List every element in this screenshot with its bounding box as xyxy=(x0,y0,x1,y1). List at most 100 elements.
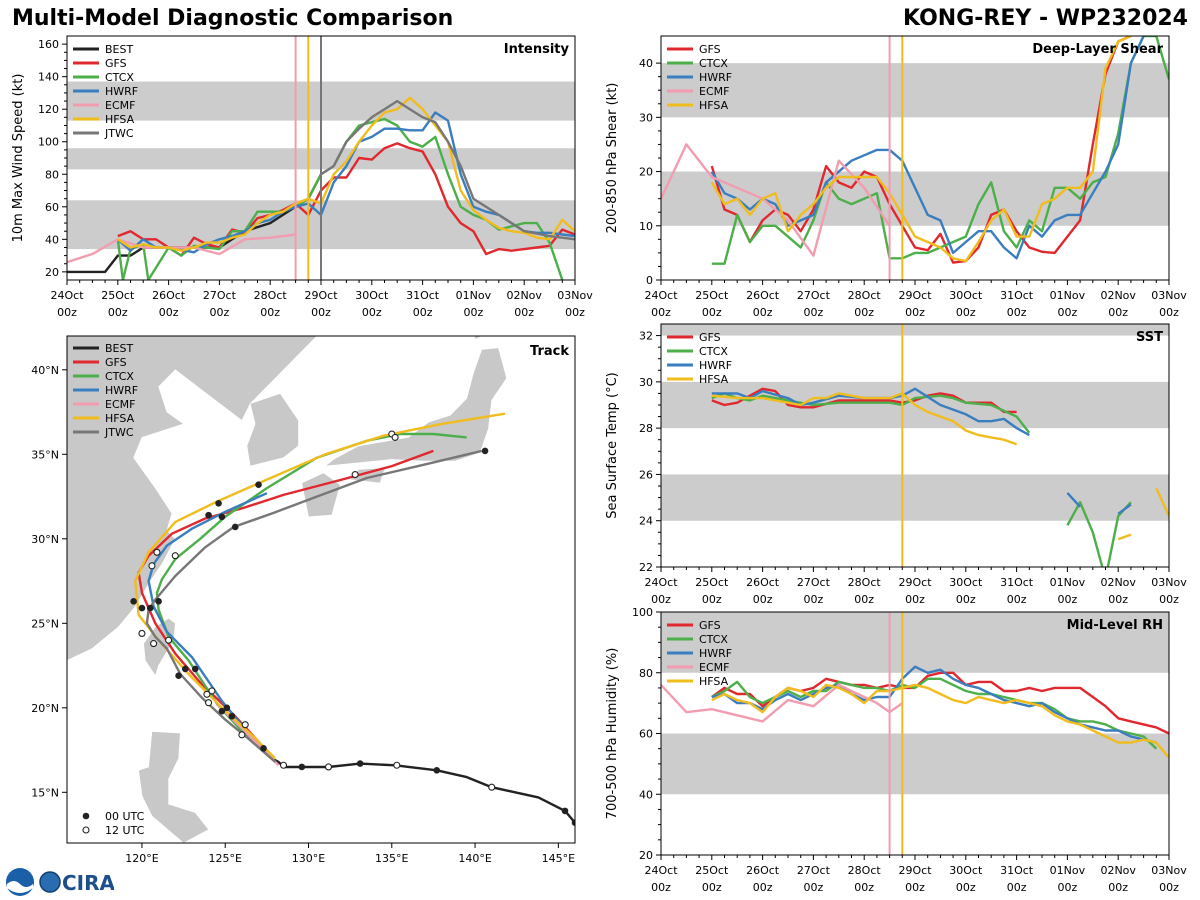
y-tick-label: 160 xyxy=(38,38,59,51)
legend-label-jtwc: JTWC xyxy=(104,426,134,439)
track-title: Track xyxy=(530,344,569,359)
track-point-00utc xyxy=(215,500,222,507)
shaded-band xyxy=(661,733,1169,795)
legend-label-ecmf: ECMF xyxy=(699,85,729,98)
y-tick-label: 32 xyxy=(639,330,653,343)
x-tick-date: 28Oct xyxy=(848,289,882,302)
legend-dot-00utc xyxy=(82,812,90,820)
shaded-band xyxy=(661,612,1169,673)
y-tick-label: 100 xyxy=(38,136,59,149)
track-point-12utc xyxy=(171,552,179,560)
lon-tick-label: 140°E xyxy=(458,852,491,865)
legend-label-ctcx: CTCX xyxy=(105,71,134,84)
x-tick-hour: 00z xyxy=(702,593,722,606)
luzon-land xyxy=(138,731,210,843)
track-point-12utc xyxy=(241,721,249,729)
intensity-title: Intensity xyxy=(504,42,570,57)
x-tick-hour: 00z xyxy=(210,306,230,319)
legend-label-hfsa: HFSA xyxy=(105,412,135,425)
legend-label-best: BEST xyxy=(105,43,133,56)
x-tick-date: 03Nov xyxy=(1151,864,1187,877)
track-point-00utc xyxy=(231,523,239,531)
sst-series-hfsa xyxy=(711,392,1169,541)
x-tick-hour: 00z xyxy=(651,593,671,606)
lat-tick-label: 35°N xyxy=(31,448,59,461)
x-tick-date: 27Oct xyxy=(203,289,237,302)
x-tick-date: 01Nov xyxy=(1050,864,1086,877)
x-tick-hour: 00z xyxy=(1108,593,1128,606)
x-tick-hour: 00z xyxy=(651,306,671,319)
track-series-jtwc xyxy=(145,449,482,763)
track-point-12utc xyxy=(324,763,333,771)
x-tick-hour: 00z xyxy=(1007,593,1027,606)
x-tick-hour: 00z xyxy=(1159,881,1179,894)
track-point-12utc xyxy=(391,433,399,441)
track-point-12utc xyxy=(238,731,246,739)
shaded-band xyxy=(661,324,1169,336)
x-tick-date: 24Oct xyxy=(644,576,678,589)
legend-label-ctcx: CTCX xyxy=(699,633,728,646)
x-tick-hour: 00z xyxy=(311,306,331,319)
honshu-land xyxy=(324,347,508,467)
legend-label-hwrf: HWRF xyxy=(105,85,138,98)
intensity-series-ctcx xyxy=(116,117,564,280)
y-tick-label: 24 xyxy=(639,515,653,528)
y-tick-label: 100 xyxy=(632,606,653,619)
x-tick-date: 26Oct xyxy=(746,864,780,877)
cira-globe-icon xyxy=(39,871,61,893)
y-tick-label: 60 xyxy=(639,728,653,741)
track-point-12utc xyxy=(150,640,158,648)
track-point-00utc xyxy=(218,707,226,715)
x-tick-hour: 00z xyxy=(956,881,976,894)
x-tick-date: 01Nov xyxy=(1050,289,1086,302)
track-point-12utc xyxy=(279,761,288,769)
x-tick-date: 25Oct xyxy=(695,576,729,589)
x-tick-date: 27Oct xyxy=(797,576,831,589)
legend-label-hfsa: HFSA xyxy=(699,373,729,386)
legend-label-best: BEST xyxy=(105,342,133,355)
noaa-wave-icon xyxy=(7,881,33,893)
x-tick-hour: 00z xyxy=(905,593,925,606)
track-point-12utc xyxy=(205,699,213,707)
legend-label-ctcx: CTCX xyxy=(105,370,134,383)
x-tick-hour: 00z xyxy=(804,881,824,894)
x-tick-hour: 00z xyxy=(1159,593,1179,606)
legend-label-hwrf: HWRF xyxy=(699,359,732,372)
track-point-00utc xyxy=(155,598,162,605)
legend-dot-label: 12 UTC xyxy=(105,824,145,837)
lon-tick-label: 145°E xyxy=(542,852,575,865)
y-tick-label: 80 xyxy=(45,168,59,181)
track-point-00utc xyxy=(356,760,364,767)
track-point-12utc xyxy=(208,687,216,695)
x-tick-date: 29Oct xyxy=(898,289,932,302)
track-point-12utc xyxy=(148,562,156,570)
track-point-00utc xyxy=(223,704,231,712)
x-tick-date: 30Oct xyxy=(949,864,983,877)
x-tick-hour: 00z xyxy=(753,306,773,319)
legend-label-ecmf: ECMF xyxy=(105,99,135,112)
shaded-band xyxy=(661,63,1169,118)
track-point-00utc xyxy=(205,511,212,519)
track-point-00utc xyxy=(561,807,569,815)
x-tick-date: 29Oct xyxy=(898,576,932,589)
y-tick-label: 10 xyxy=(639,220,653,233)
track-point-12utc xyxy=(153,548,161,556)
x-tick-date: 28Oct xyxy=(848,864,882,877)
y-tick-label: 40 xyxy=(639,788,653,801)
shear-panel: 0 10 20 30 40 24Oct 00z 25Oct 00z 26Oct 00z 27Oct 00… xyxy=(605,35,1187,319)
legend-label-hfsa: HFSA xyxy=(105,113,135,126)
x-tick-hour: 00z xyxy=(1007,306,1027,319)
x-tick-hour: 00z xyxy=(1058,306,1078,319)
sst-panel: 22 24 26 28 30 32 24Oct 00z 25Oct 00z 26Oct 00z 27Oc… xyxy=(605,323,1187,606)
x-tick-hour: 00z xyxy=(514,306,534,319)
x-tick-hour: 00z xyxy=(804,306,824,319)
x-tick-date: 02Nov xyxy=(1100,864,1136,877)
y-tick-label: 30 xyxy=(639,376,653,389)
y-tick-label: 60 xyxy=(45,201,59,214)
x-tick-date: 02Nov xyxy=(1100,576,1136,589)
x-tick-hour: 00z xyxy=(464,306,484,319)
